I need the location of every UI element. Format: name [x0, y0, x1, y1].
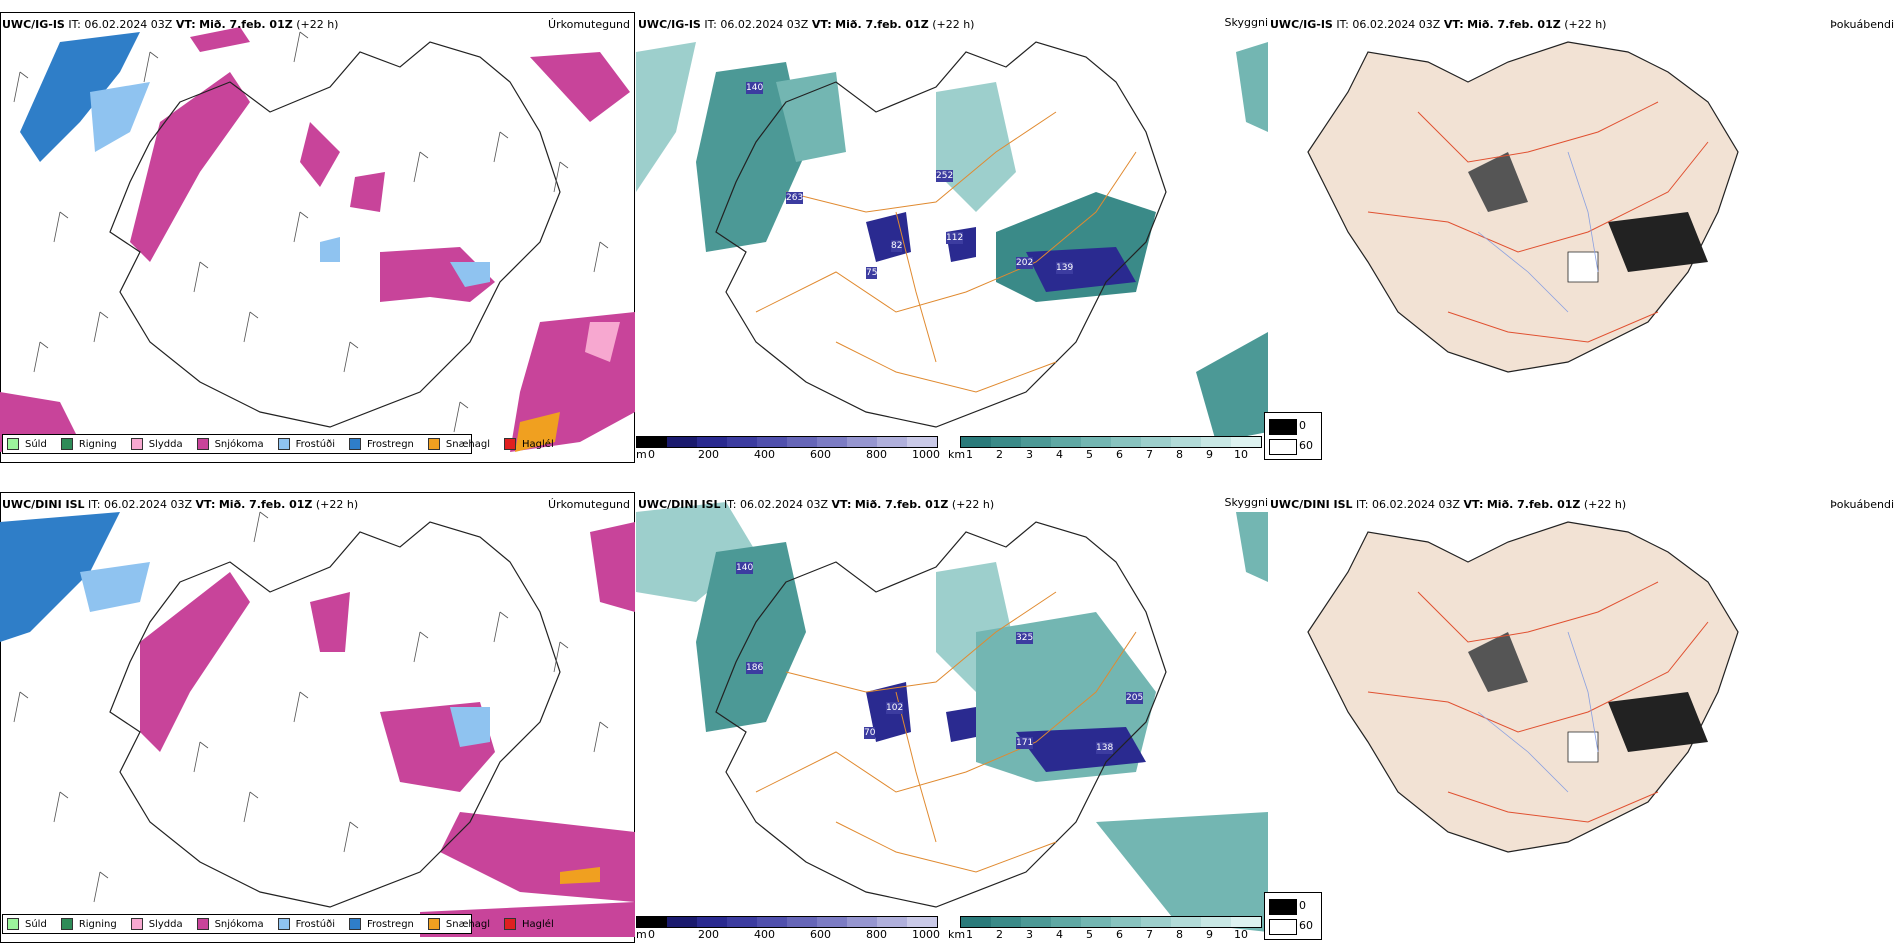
- panel-header: UWC/IG-IS IT: 06.02.2024 03Z VT: Mið. 7.…: [2, 18, 338, 31]
- precip-map-2: [0, 492, 635, 943]
- fog-map-1: [1307, 41, 1739, 373]
- fog-map-2: [1307, 521, 1739, 853]
- precip-panel-1: UWC/IG-IS IT: 06.02.2024 03Z VT: Mið. 7.…: [0, 12, 636, 464]
- panel-title: Skyggni: [1224, 496, 1268, 509]
- fog-panel-2: UWC/DINI ISL IT: 06.02.2024 03Z VT: Mið.…: [1268, 492, 1900, 944]
- legend-item: Snæhagl: [427, 438, 490, 450]
- vt-value: Mið. 7.feb. 01Z: [199, 18, 293, 31]
- legend-item: Snjókoma: [196, 918, 264, 930]
- legend-item: Slydda: [130, 438, 183, 450]
- precip-panel-2: UWC/DINI ISL IT: 06.02.2024 03Z VT: Mið.…: [0, 492, 636, 944]
- visibility-map-1: [636, 41, 1268, 442]
- it-label: IT:: [68, 18, 81, 31]
- it-value: 06.02.2024 03Z: [84, 18, 173, 31]
- model-name: UWC/IG-IS: [2, 18, 65, 31]
- height-colorbar: [636, 916, 938, 928]
- legend-item: Snjókoma: [196, 438, 264, 450]
- legend-item: Frostúði: [277, 438, 335, 450]
- visibility-panel-2: UWC/DINI ISL IT: 06.02.2024 03Z VT: Mið.…: [636, 492, 1268, 944]
- panel-header: UWC/DINI ISL IT: 06.02.2024 03Z VT: Mið.…: [2, 498, 359, 511]
- legend-item: Slydda: [130, 918, 183, 930]
- fog-legend: 0 60: [1264, 892, 1322, 940]
- panel-header: UWC/IG-IS IT: 06.02.2024 03Z VT: Mið. 7.…: [638, 18, 975, 31]
- precip-legend: Súld Rigning Slydda Snjókoma Frostúði Fr…: [2, 434, 554, 454]
- legend-item: Rigning: [60, 438, 117, 450]
- height-colorbar: [636, 436, 938, 448]
- legend-item: Frostúði: [277, 918, 335, 930]
- visibility-map-2: [636, 502, 1268, 932]
- precip-legend: Súld Rigning Slydda Snjókoma Frostúði Fr…: [2, 914, 554, 934]
- vt-label: VT:: [175, 18, 196, 31]
- model-name: UWC/IG-IS: [638, 18, 701, 31]
- fog-legend: 0 60: [1264, 412, 1322, 460]
- precip-map-1: [0, 12, 635, 463]
- lead-time: (+22 h): [296, 18, 339, 31]
- panel-title: Úrkomutegund: [548, 18, 630, 31]
- legend-item: Súld: [7, 918, 47, 930]
- panel-header: UWC/IG-IS IT: 06.02.2024 03Z VT: Mið. 7.…: [1270, 18, 1607, 31]
- fog-panel-1: UWC/IG-IS IT: 06.02.2024 03Z VT: Mið. 7.…: [1268, 12, 1900, 464]
- visibility-unit: km: [948, 448, 966, 461]
- legend-item: Haglél: [504, 438, 554, 450]
- visibility-panel-1: UWC/IG-IS IT: 06.02.2024 03Z VT: Mið. 7.…: [636, 12, 1268, 464]
- panel-title: Þokuábendi: [1830, 18, 1894, 31]
- legend-item: Frostregn: [349, 438, 414, 450]
- legend-item: Rigning: [60, 918, 117, 930]
- visibility-colorbar: [960, 436, 1262, 448]
- panel-title: Úrkomutegund: [548, 498, 630, 511]
- height-unit: m: [636, 448, 647, 461]
- panel-title: Þokuábendi: [1830, 498, 1894, 511]
- panel-header: UWC/DINI ISL IT: 06.02.2024 03Z VT: Mið.…: [638, 498, 995, 511]
- panel-title: Skyggni: [1224, 16, 1268, 29]
- panel-header: UWC/DINI ISL IT: 06.02.2024 03Z VT: Mið.…: [1270, 498, 1627, 511]
- legend-item: Haglél: [504, 918, 554, 930]
- visibility-colorbar: [960, 916, 1262, 928]
- legend-item: Snæhagl: [427, 918, 490, 930]
- legend-item: Frostregn: [349, 918, 414, 930]
- legend-item: Súld: [7, 438, 47, 450]
